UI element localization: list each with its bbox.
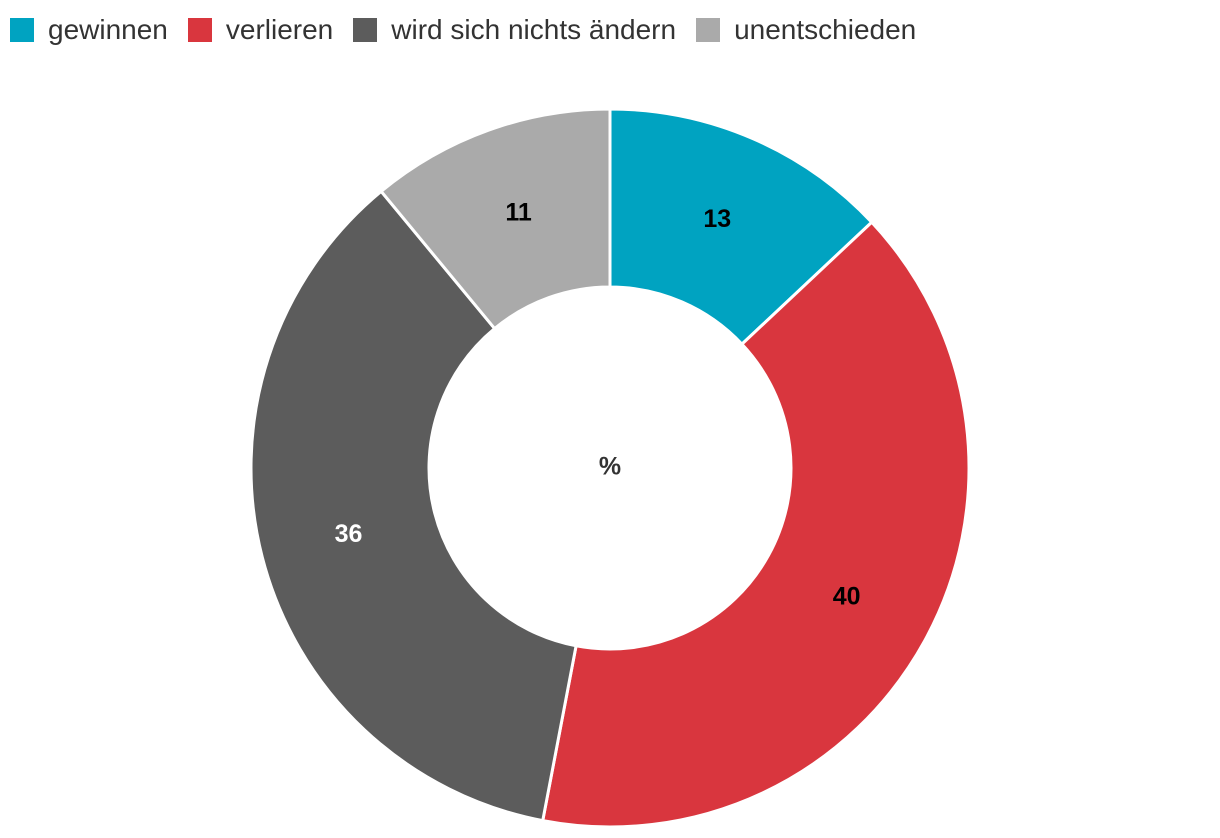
legend-label-gewinnen: gewinnen [48,14,168,45]
legend-swatch-nichts-aendern [353,18,378,42]
legend-label-verlieren: verlieren [225,14,334,45]
slice-label-wird-sich-nichts-andern: 36 [335,520,363,548]
slice-unentschieden [379,107,612,331]
slice-wird-sich-nichts-andern [249,189,578,823]
slice-label-unentschieden: 11 [505,199,532,227]
legend-item-nichts-aendern: wird sich nichts ändern [353,12,676,48]
donut-slices [249,107,971,829]
center-label: % [599,453,621,481]
legend-swatch-verlieren [187,18,212,42]
legend-label-nichts-aendern: wird sich nichts ändern [391,14,677,45]
legend-label-unentschieden: unentschieden [734,14,917,45]
slice-label-verlieren: 40 [833,583,861,611]
slice-gewinnen [608,107,874,347]
legend-item-verlieren: verlieren [187,12,334,48]
slice-labels: 13 40 36 11 [335,199,861,611]
slice-verlieren [540,220,971,829]
chart-legend: gewinnen verlieren wird sich nichts ände… [10,12,936,48]
legend-swatch-unentschieden [696,18,721,42]
legend-item-unentschieden: unentschieden [696,12,916,48]
legend-swatch-gewinnen [10,18,34,42]
legend-item-gewinnen: gewinnen [10,12,168,48]
slice-label-gewinnen: 13 [703,205,731,233]
